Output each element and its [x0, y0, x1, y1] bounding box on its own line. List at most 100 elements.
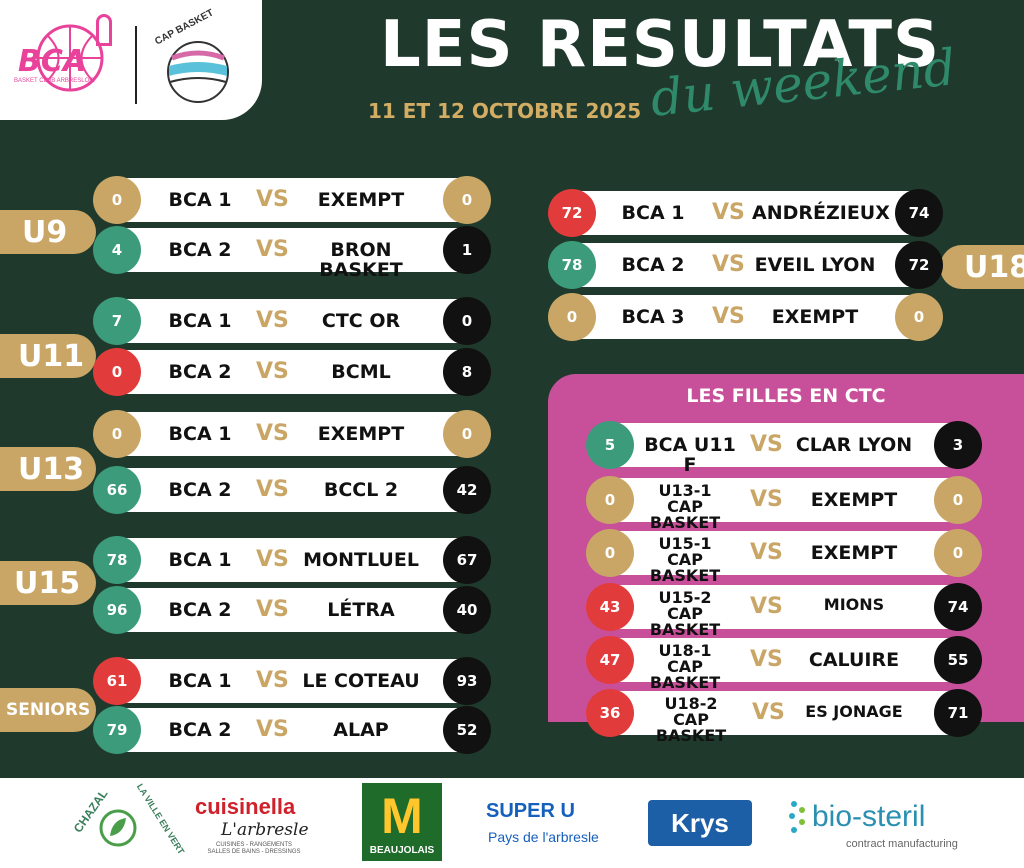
home-team-line1: U15-2: [658, 588, 712, 607]
cap-basket-logo: CAP BASKET: [148, 7, 238, 108]
category-label-u13: U13: [0, 447, 96, 491]
away-score-badge: 40: [443, 586, 491, 634]
page-title: LES RESULTATS: [380, 8, 941, 82]
home-score-badge: 0: [586, 476, 634, 524]
away-team: EXEMPT: [317, 423, 405, 445]
bca-logo-text: BCA: [18, 44, 87, 79]
match-bar: [95, 412, 489, 456]
mcdonalds-arches: M: [381, 788, 423, 844]
home-team: U18-1 CAP BASKET: [630, 643, 740, 691]
home-team: U15-2 CAP BASKET: [630, 590, 740, 638]
home-team: BCA 2: [168, 479, 232, 501]
away-team: CTC OR: [321, 310, 401, 332]
away-team: CLAR LYON: [795, 434, 913, 456]
away-score-badge: 0: [934, 476, 982, 524]
away-team: LE COTEAU: [302, 670, 420, 692]
away-score-badge: 52: [443, 706, 491, 754]
vs-label: VS: [712, 200, 745, 225]
vs-label: VS: [750, 540, 783, 565]
match-bar: [550, 243, 942, 287]
category-label-u9: U9: [0, 210, 96, 254]
cuisinella-logo: cuisinella L'arbresle CUISINES - RANGEME…: [183, 782, 321, 866]
vs-label: VS: [256, 237, 289, 262]
home-team-line1: U18-2: [664, 694, 718, 713]
match-bar: [95, 178, 489, 222]
vs-label: VS: [750, 594, 783, 619]
away-score-badge: 55: [934, 636, 982, 684]
away-team: MIONS: [823, 595, 885, 614]
match-bar: [550, 295, 942, 339]
away-team: ANDRÉZIEUX: [752, 202, 890, 224]
event-date: 11 ET 12 OCTOBRE 2025: [368, 99, 642, 123]
vs-label: VS: [712, 252, 745, 277]
home-team: BCA U11 F: [644, 434, 736, 476]
home-team: BCA 2: [621, 254, 685, 276]
away-team: EXEMPT: [810, 489, 898, 511]
home-team: BCA 1: [621, 202, 685, 224]
match-bar: [588, 423, 978, 467]
home-team: BCA 1: [168, 423, 232, 445]
home-score-badge: 7: [93, 297, 141, 345]
vs-label: VS: [256, 668, 289, 693]
vs-label: VS: [750, 487, 783, 512]
sponsors-bar: CHAZAL LA VILLE EN VERT cuisinella L'arb…: [0, 778, 1024, 868]
vs-label: VS: [256, 359, 289, 384]
category-seniors-text: SENIORS: [6, 700, 91, 720]
away-team: EXEMPT: [771, 306, 859, 328]
krys-logo: Krys: [648, 800, 752, 846]
vs-label: VS: [752, 700, 785, 725]
away-score-badge: 3: [934, 421, 982, 469]
away-score-badge: 0: [443, 176, 491, 224]
vs-label: VS: [256, 187, 289, 212]
home-score-badge: 4: [93, 226, 141, 274]
vs-label: VS: [750, 647, 783, 672]
dots-icon: [789, 801, 805, 833]
pink-ribbon-icon: [96, 14, 112, 46]
match-bar: [588, 585, 978, 629]
category-u11-text: U11: [18, 338, 85, 374]
category-label-u15: U15: [0, 561, 96, 605]
home-score-badge: 96: [93, 586, 141, 634]
home-team: BCA 1: [168, 549, 232, 571]
home-team: BCA 2: [168, 239, 232, 261]
category-u13-text: U13: [18, 451, 85, 487]
home-team: BCA 2: [168, 599, 232, 621]
home-score-badge: 0: [548, 293, 596, 341]
cuisinella-text: cuisinella: [195, 794, 296, 819]
home-score-badge: 0: [93, 348, 141, 396]
basketball-logo-icon: [36, 24, 104, 92]
home-score-badge: 47: [586, 636, 634, 684]
away-score-badge: 93: [443, 657, 491, 705]
vs-label: VS: [256, 547, 289, 572]
home-team-line2: CAP BASKET: [649, 497, 721, 532]
away-score-badge: 0: [934, 529, 982, 577]
home-team-line2: CAP BASKET: [649, 657, 721, 692]
away-score-badge: 0: [895, 293, 943, 341]
bio-steril-logo: bio-steril contract manufacturing: [784, 796, 964, 858]
vs-label: VS: [256, 477, 289, 502]
home-team-line1: U15-1: [658, 534, 712, 553]
match-bar: [95, 299, 489, 343]
home-score-badge: 0: [93, 176, 141, 224]
home-score-badge: 36: [586, 689, 634, 737]
chazal-logo: CHAZAL LA VILLE EN VERT: [64, 782, 187, 862]
away-team: LÉTRA: [327, 599, 395, 621]
match-bar: [588, 638, 978, 682]
match-bar: [588, 531, 978, 575]
away-score-badge: 8: [443, 348, 491, 396]
header-logo-panel: BCA BASKET CLUB ARBRESLOIS CAP BASKET: [0, 0, 262, 120]
match-bar: [95, 228, 489, 272]
away-score-badge: 42: [443, 466, 491, 514]
category-u18-text: U18: [964, 249, 1024, 285]
away-team: EXEMPT: [810, 542, 898, 564]
vs-label: VS: [256, 421, 289, 446]
away-team: EXEMPT: [317, 189, 405, 211]
match-bar: [95, 538, 489, 582]
category-u15-text: U15: [14, 565, 81, 601]
mcdonalds-logo: M BEAUJOLAIS: [362, 783, 442, 861]
away-team: BCCL 2: [323, 479, 399, 501]
cap-basket-ball-icon: [167, 41, 229, 103]
category-label-seniors: SENIORS: [0, 688, 96, 732]
away-team: ES JONAGE: [805, 702, 903, 721]
away-score-badge: 67: [443, 536, 491, 584]
